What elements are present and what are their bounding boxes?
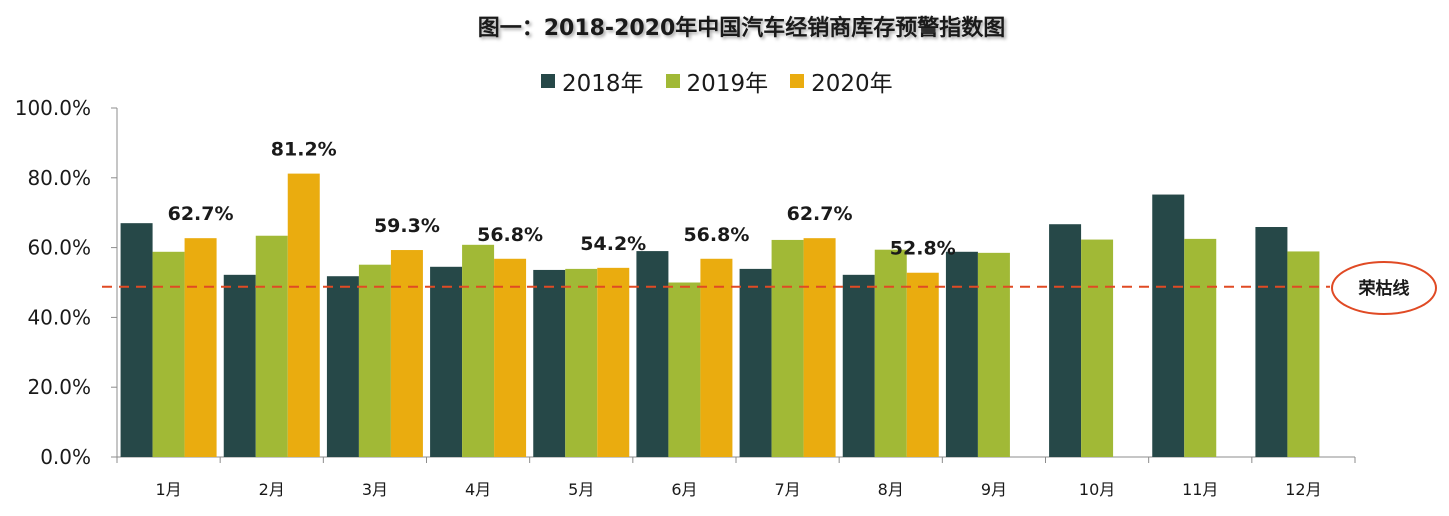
bar-2019年-11月	[1184, 238, 1217, 457]
legend-item-2020: 2020年	[790, 64, 893, 98]
legend-label-2018: 2018年	[562, 71, 644, 97]
bar-2019年-4月	[462, 244, 495, 457]
legend: 2018年 2019年 2020年	[541, 64, 893, 98]
chart-title: 图一：2018-2020年中国汽车经销商库存预警指数图	[477, 16, 1006, 41]
data-label: 54.2%	[580, 233, 646, 255]
bar-2020年-2月	[287, 173, 320, 457]
legend-label-2020: 2020年	[811, 71, 893, 97]
legend-item-2018: 2018年	[541, 64, 644, 98]
data-label: 56.8%	[477, 224, 543, 246]
x-tick-label: 7月	[774, 480, 800, 499]
legend-swatch-2019	[665, 74, 680, 88]
bar-2018年-5月	[533, 269, 566, 457]
x-tick-label: 9月	[981, 480, 1007, 499]
bar-2020年-4月	[494, 258, 527, 457]
bar-2019年-10月	[1081, 239, 1114, 457]
y-tick-label: 0.0%	[40, 445, 91, 469]
bar-2020年-5月	[597, 267, 630, 457]
x-tick-label: 12月	[1285, 480, 1321, 499]
bar-2018年-7月	[739, 268, 772, 457]
bar-2018年-3月	[326, 276, 359, 457]
y-tick-label: 20.0%	[27, 375, 91, 399]
bar-2019年-3月	[358, 264, 391, 457]
x-tick-label: 5月	[568, 480, 594, 499]
bar-2020年-6月	[700, 258, 733, 457]
bar-2019年-9月	[977, 252, 1010, 457]
x-tick-label: 2月	[259, 480, 285, 499]
bar-2018年-2月	[223, 274, 256, 457]
bar-2020年-1月	[184, 238, 217, 457]
x-tick-label: 6月	[671, 480, 697, 499]
bar-2018年-12月	[1255, 227, 1288, 457]
bar-2019年-7月	[771, 239, 804, 457]
x-tick-label: 11月	[1182, 480, 1218, 499]
data-label: 62.7%	[787, 203, 853, 225]
bar-2019年-5月	[565, 268, 598, 457]
reference-line-label: 荣枯线	[1358, 278, 1410, 299]
bar-2019年-2月	[255, 235, 288, 457]
y-tick-label: 40.0%	[27, 305, 91, 329]
bar-2018年-4月	[430, 266, 463, 457]
bar-2018年-11月	[1152, 194, 1185, 457]
bar-2019年-6月	[668, 282, 701, 457]
y-tick-label: 60.0%	[27, 236, 91, 260]
legend-item-2019: 2019年	[665, 64, 769, 98]
bar-2018年-1月	[120, 223, 153, 457]
data-label: 59.3%	[374, 215, 440, 237]
y-tick-label: 80.0%	[27, 166, 91, 190]
x-tick-label: 1月	[155, 480, 181, 499]
bar-2020年-8月	[906, 272, 939, 457]
y-tick-label: 100.0%	[15, 96, 91, 120]
data-label: 62.7%	[168, 203, 234, 225]
bar-2018年-9月	[945, 251, 978, 457]
x-tick-label: 10月	[1079, 480, 1115, 499]
bar-2019年-8月	[874, 249, 907, 457]
bar-2020年-7月	[803, 238, 836, 457]
bar-2019年-1月	[152, 251, 185, 457]
legend-label-2019: 2019年	[686, 71, 769, 97]
x-tick-label: 3月	[362, 480, 388, 499]
bar-2020年-3月	[390, 250, 423, 457]
legend-swatch-2020	[790, 74, 805, 88]
bar-2018年-8月	[842, 274, 875, 457]
data-label: 81.2%	[271, 139, 337, 161]
bar-2018年-10月	[1049, 224, 1082, 457]
x-tick-label: 4月	[465, 480, 491, 499]
x-tick-label: 8月	[878, 480, 904, 499]
reference-line-badge	[1331, 261, 1437, 315]
data-label: 56.8%	[683, 224, 749, 246]
data-label: 52.8%	[890, 238, 956, 260]
bar-2018年-6月	[636, 251, 669, 457]
bar-2019年-12月	[1287, 251, 1320, 457]
legend-swatch-2018	[541, 74, 555, 88]
